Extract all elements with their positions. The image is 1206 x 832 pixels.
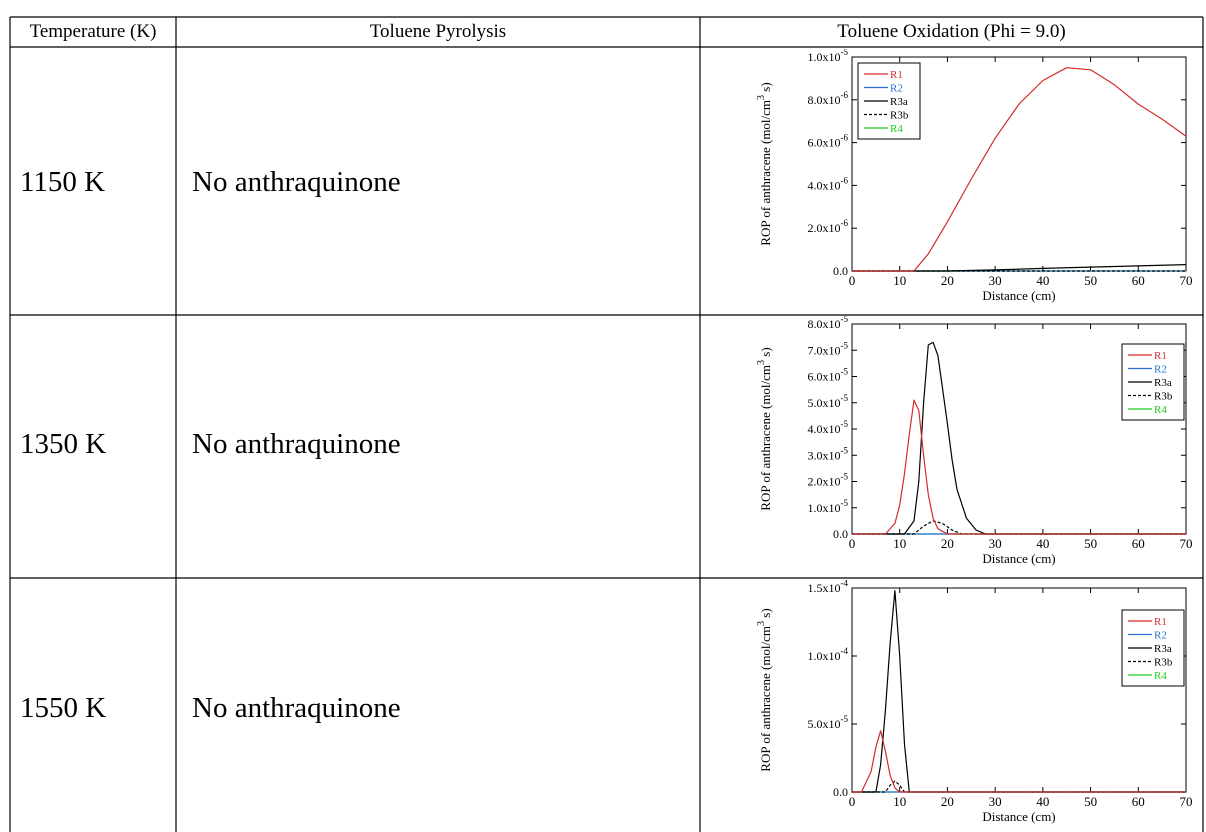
legend-label-r3b: R3b <box>1154 657 1173 669</box>
row-2-temperature: 1350 K <box>20 428 107 460</box>
series-r3b-line <box>852 520 1186 535</box>
y-tick-label: 6.0x10-5 <box>808 367 849 384</box>
y-tick-label: 1.0x10-4 <box>808 646 849 663</box>
y-tick-label: 0.0 <box>833 264 848 278</box>
series-r1-line <box>852 399 1186 535</box>
x-tick-label: 0 <box>849 536 856 551</box>
legend-label-r2: R2 <box>1154 630 1167 642</box>
row-1-temperature: 1150 K <box>20 166 106 198</box>
x-tick-label: 30 <box>989 794 1002 809</box>
y-tick-label: 1.5x10-4 <box>808 580 849 595</box>
row-3-pyrolysis: No anthraquinone <box>192 692 401 724</box>
y-tick-label: 0.0 <box>833 785 848 799</box>
legend-label-r4: R4 <box>890 123 903 135</box>
y-tick-label: 0.0 <box>833 527 848 541</box>
x-tick-label: 60 <box>1132 794 1145 809</box>
x-tick-label: 50 <box>1084 536 1097 551</box>
series-r3a-line <box>852 264 1187 272</box>
legend-label-r3a: R3a <box>1154 377 1172 389</box>
x-tick-label: 20 <box>941 794 954 809</box>
header-temperature: Temperature (K) <box>29 21 157 42</box>
x-tick-label: 10 <box>893 536 906 551</box>
y-tick-label: 8.0x10-6 <box>808 90 849 107</box>
rop-chart-1150k: 0 10 20 30 40 50 60 70 0.0 2.0x10-6 4.0x10-6 6.0x10… <box>756 49 1193 303</box>
y-axis-label: ROP of anthracene (mol/cm3 s) <box>756 82 773 245</box>
row-3-temperature: 1550 K <box>20 692 107 724</box>
y-tick-label: 4.0x10-5 <box>808 419 849 436</box>
x-axis-label: Distance (cm) <box>982 809 1055 824</box>
x-tick-label: 40 <box>1036 794 1049 809</box>
x-tick-label: 40 <box>1036 536 1049 551</box>
x-tick-label: 60 <box>1132 536 1145 551</box>
legend-label-r1: R1 <box>890 69 903 81</box>
x-tick-label: 20 <box>941 536 954 551</box>
legend-label-r4: R4 <box>1154 404 1167 416</box>
row-2-pyrolysis: No anthraquinone <box>192 428 401 460</box>
legend-label-r1: R1 <box>1154 616 1167 628</box>
y-tick-label: 3.0x10-5 <box>808 445 849 462</box>
y-tick-label: 2.0x10-5 <box>808 472 849 489</box>
header-oxidation: Toluene Oxidation (Phi = 9.0) <box>837 21 1066 42</box>
y-tick-label: 2.0x10-6 <box>808 218 849 235</box>
rop-chart-1350k: 0 10 20 30 40 50 60 70 0.0 1.0x10-5 2.0x10-5 3.0x10… <box>756 316 1193 566</box>
y-tick-label: 4.0x10-6 <box>808 175 849 192</box>
legend-label-r3a: R3a <box>1154 643 1172 655</box>
series-r3a-line <box>852 341 1186 535</box>
y-axis-label: ROP of anthracene (mol/cm3 s) <box>756 347 773 510</box>
series-r1-line <box>852 67 1187 272</box>
series-r1-line <box>852 730 1186 793</box>
series-r3b-line <box>852 780 1186 793</box>
y-axis-label: ROP of anthracene (mol/cm3 s) <box>756 608 773 771</box>
x-tick-label: 20 <box>941 273 954 288</box>
legend-label-r4: R4 <box>1154 670 1167 682</box>
row-1-pyrolysis: No anthraquinone <box>192 166 401 198</box>
rop-chart-1550k: 0 10 20 30 40 50 60 70 0.0 5.0x10-5 1.0x10-4 1.5x10… <box>756 580 1193 824</box>
x-tick-label: 30 <box>989 273 1002 288</box>
legend-label-r3b: R3b <box>890 110 909 122</box>
legend-label-r2: R2 <box>890 83 903 95</box>
legend-label-r3b: R3b <box>1154 391 1173 403</box>
x-tick-label: 60 <box>1132 273 1145 288</box>
x-tick-label: 50 <box>1084 273 1097 288</box>
x-tick-label: 40 <box>1036 273 1049 288</box>
legend-box <box>857 62 921 140</box>
x-tick-label: 70 <box>1180 794 1193 809</box>
series-r3a-line <box>852 590 1186 793</box>
y-tick-label: 5.0x10-5 <box>808 393 849 410</box>
legend-label-r2: R2 <box>1154 364 1167 376</box>
x-tick-label: 30 <box>989 536 1002 551</box>
y-tick-label: 8.0x10-5 <box>808 316 849 331</box>
y-tick-label: 6.0x10-6 <box>808 133 849 150</box>
x-tick-label: 50 <box>1084 794 1097 809</box>
x-tick-label: 10 <box>893 273 906 288</box>
legend-label-r3a: R3a <box>890 96 908 108</box>
x-tick-label: 70 <box>1180 536 1193 551</box>
x-tick-label: 0 <box>849 273 856 288</box>
legend-label-r1: R1 <box>1154 350 1167 362</box>
header-pyrolysis: Toluene Pyrolysis <box>369 21 507 42</box>
x-tick-label: 70 <box>1180 273 1193 288</box>
y-tick-label: 7.0x10-5 <box>808 340 849 357</box>
x-tick-label: 0 <box>849 794 856 809</box>
y-tick-label: 1.0x10-5 <box>808 49 849 64</box>
x-axis-label: Distance (cm) <box>982 288 1055 303</box>
x-axis-label: Distance (cm) <box>982 551 1055 566</box>
y-tick-label: 5.0x10-5 <box>808 714 849 731</box>
x-tick-label: 10 <box>893 794 906 809</box>
y-tick-label: 1.0x10-5 <box>808 498 849 515</box>
